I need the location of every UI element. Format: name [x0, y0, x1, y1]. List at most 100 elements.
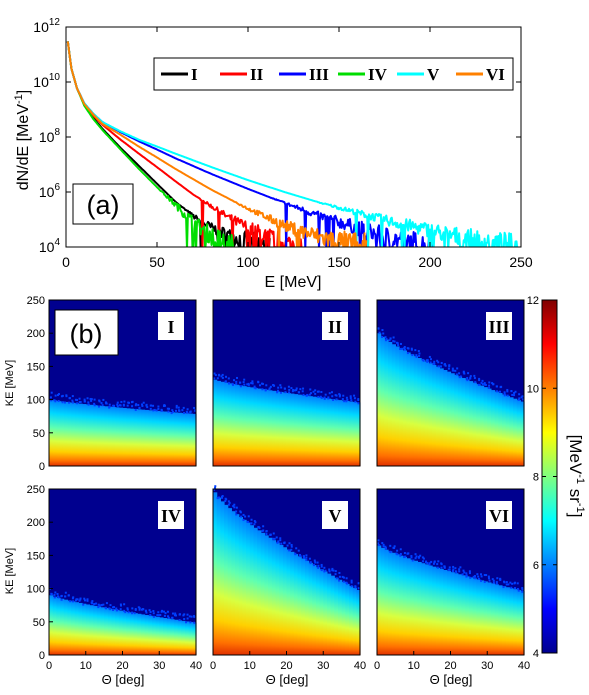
- heatmap-noise: [224, 380, 227, 383]
- heatmap-noise: [473, 374, 476, 377]
- heatmap-column: [104, 406, 109, 466]
- heatmap-noise: [511, 582, 514, 585]
- panel-label-text-b: (b): [70, 319, 103, 349]
- heatmap-noise: [436, 359, 439, 362]
- heatmap-noise: [294, 552, 297, 555]
- heatmap-column: [512, 589, 518, 655]
- heatmap-noise: [424, 561, 427, 564]
- heatmap-noise: [377, 542, 380, 545]
- heatmap-noise: [328, 568, 331, 571]
- heatmap-column: [188, 413, 193, 466]
- heatmap-noise: [160, 409, 163, 412]
- heatmap-column: [104, 607, 109, 655]
- heatmap-column: [56, 597, 61, 655]
- x-tick-label-b: 10: [244, 660, 256, 672]
- heatmap-noise: [217, 374, 220, 377]
- heatmap-column: [122, 611, 127, 655]
- heatmap-noise: [272, 537, 275, 540]
- heatmap-label-box: [322, 501, 348, 529]
- y-tick-label-a: 106: [39, 182, 61, 200]
- x-tick-label-b: 20: [116, 660, 128, 672]
- heatmap-noise: [491, 578, 494, 581]
- heatmap-noise: [317, 395, 320, 398]
- heatmap-column: [501, 394, 507, 466]
- heatmap-column: [490, 390, 496, 466]
- heatmap-noise: [350, 399, 353, 402]
- heatmap-noise: [170, 412, 173, 415]
- heatmap-column: [450, 572, 455, 655]
- heatmap-noise: [503, 394, 506, 397]
- heatmap-noise: [469, 375, 472, 378]
- heatmap-noise: [172, 612, 175, 615]
- heatmap-column: [377, 545, 382, 655]
- heatmap-noise: [86, 397, 89, 400]
- heatmap-noise: [221, 373, 224, 376]
- heatmap-column: [301, 395, 306, 466]
- heatmap-column: [246, 522, 251, 655]
- heatmap-noise: [173, 614, 176, 617]
- heatmap-column: [479, 385, 485, 466]
- x-tick-label-a: 0: [62, 254, 70, 270]
- heatmap-column: [341, 400, 346, 466]
- heatmap-noise: [335, 398, 338, 401]
- heatmap-noise: [71, 395, 74, 398]
- heatmap-noise: [350, 585, 353, 588]
- heatmap-noise: [306, 393, 309, 396]
- heatmap-noise: [242, 381, 245, 384]
- heatmap-column: [151, 616, 157, 655]
- heatmap-noise: [334, 573, 337, 576]
- heatmap-noise: [235, 383, 238, 386]
- heatmap-column: [188, 622, 193, 655]
- heatmap-column: [253, 527, 258, 655]
- heatmap-noise: [123, 400, 126, 403]
- heatmap-noise: [406, 552, 409, 555]
- heatmap-noise: [216, 496, 219, 499]
- heatmap-column: [424, 361, 430, 466]
- heatmap-noise: [213, 377, 216, 380]
- heatmap-noise: [236, 376, 239, 379]
- heatmap-column: [100, 607, 105, 655]
- heatmap-noise: [152, 612, 155, 615]
- panel-label-box-b: [54, 309, 119, 356]
- heatmap-column: [238, 517, 243, 655]
- heatmap-noise: [437, 560, 440, 563]
- axis-ticks-b: 0 10 20 30 40 0 10 20 30 40 0 10 20 30 40 0 50 100 150 200 2…: [27, 295, 530, 672]
- heatmap-column: [337, 579, 343, 655]
- heatmap-noise: [437, 361, 440, 364]
- heatmap-column: [242, 519, 247, 655]
- heatmap-noise: [521, 395, 524, 398]
- heatmap-noise: [310, 392, 313, 395]
- x-tick-label-a: 250: [509, 254, 533, 270]
- heatmap-noise: [232, 379, 235, 382]
- heatmap-noise: [410, 555, 413, 558]
- heatmap-noise: [323, 396, 326, 399]
- heatmap-noise: [314, 392, 317, 395]
- heatmap-noise: [458, 376, 461, 379]
- heatmap-column: [96, 405, 102, 466]
- heatmap-noise: [100, 402, 103, 405]
- heatmap-noise: [175, 409, 178, 412]
- heatmap-noise: [328, 569, 331, 572]
- heatmap-column: [177, 412, 182, 466]
- heatmap-noise: [119, 603, 122, 606]
- heatmap-noise: [93, 402, 96, 405]
- heatmap-column: [516, 400, 521, 466]
- heatmap-noise: [87, 401, 90, 404]
- heatmap-column: [249, 525, 255, 655]
- heatmap-noise: [421, 556, 424, 559]
- heatmap-noise: [246, 520, 249, 523]
- heatmap-noise: [153, 408, 156, 411]
- heatmap-column: [406, 352, 411, 466]
- heatmap-noise: [181, 409, 184, 412]
- x-tick-label-b: 20: [444, 660, 456, 672]
- heatmap-noise: [71, 399, 74, 402]
- heatmap-column: [181, 413, 186, 466]
- heatmap-noise: [354, 585, 357, 588]
- heatmap-column: [334, 577, 339, 655]
- heatmap-noise: [257, 381, 260, 384]
- heatmap-column: [173, 619, 179, 655]
- heatmap-noise: [291, 390, 294, 393]
- heatmap-noise: [137, 404, 140, 407]
- heatmap-column: [74, 602, 79, 655]
- heatmap-noise: [54, 394, 57, 397]
